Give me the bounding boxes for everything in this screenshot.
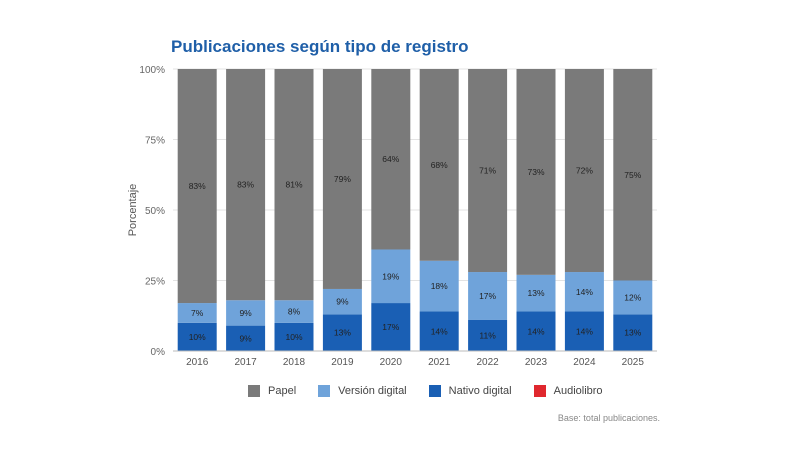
data-label: 81% [285,180,302,190]
data-label: 17% [479,291,496,301]
data-label: 83% [189,181,206,191]
legend-swatch [533,385,546,397]
bar-segment-versi-n-digital-2016 [177,303,217,323]
data-label: 9% [336,297,349,307]
bar-segment-papel-2016 [177,69,217,304]
data-label: 75% [624,170,641,180]
y-tick-label: 50% [145,206,165,217]
bar-segment-versi-n-digital-2021 [419,260,459,312]
data-label: 17% [382,322,399,332]
bar-segment-papel-2018 [274,69,314,301]
y-tick-label: 0% [151,347,166,358]
bar-segment-papel-2024 [564,69,604,273]
bar-segment-papel-2025 [613,69,653,281]
bar-segment-versi-n-digital-2020 [371,249,411,304]
bar-segment-nativo-digital-2016 [177,322,217,351]
bar-segment-papel-2020 [371,69,411,250]
bar-segment-papel-2021 [419,69,459,261]
x-tick-label: 2018 [283,357,306,368]
y-tick-label: 75% [145,136,165,147]
source-note: Base: total publicaciones. [557,413,660,423]
data-label: 10% [189,332,206,342]
data-label: 14% [576,326,593,336]
legend-item: Nativo digital [428,385,512,397]
bar-segment-papel-2023 [516,69,556,275]
data-label: 8% [288,307,301,317]
data-label: 19% [382,271,399,281]
bar-segment-versi-n-digital-2018 [274,300,314,323]
data-label: 73% [527,167,544,177]
data-label: 71% [479,166,496,176]
chart-title: Publicaciones según tipo de registro [171,37,469,56]
bar-segment-versi-n-digital-2023 [516,274,556,312]
x-tick-label: 2019 [331,357,354,368]
bar-segment-versi-n-digital-2024 [564,272,604,312]
legend-swatch [318,385,331,397]
y-axis-label: Porcentaje [127,184,139,237]
legend-swatch [428,385,441,397]
x-tick-label: 2023 [525,357,548,368]
legend-item: Versión digital [318,385,407,397]
bar-segment-papel-2019 [322,69,362,289]
data-label: 64% [382,154,399,164]
bar-segment-versi-n-digital-2019 [322,288,362,315]
data-label: 83% [237,180,254,190]
x-tick-label: 2017 [234,357,257,368]
data-label: 13% [624,328,641,338]
bar-segment-nativo-digital-2025 [613,314,653,351]
data-label: 9% [239,308,252,318]
data-label: 13% [527,288,544,298]
y-tick-label: 25% [145,277,165,288]
bar-segment-versi-n-digital-2025 [613,280,653,315]
axes: 0% 25% 50% 75% 100% 2016 2017 2018 2019 2020 2021 2… [139,65,657,368]
y-tick-label: 100% [139,65,165,76]
legend-label: Papel [268,385,297,397]
x-tick-label: 2016 [186,357,209,368]
bar-segment-nativo-digital-2017 [226,325,266,351]
bar-segment-nativo-digital-2021 [419,311,459,351]
legend-swatch [248,385,260,397]
data-label: 11% [479,330,496,340]
bar-segment-nativo-digital-2022 [468,319,508,351]
data-label: 12% [624,292,641,302]
legend: Papel Versión digital Nativo digital Audiol… [248,385,603,397]
bar-segment-nativo-digital-2024 [564,311,604,351]
legend-item: Papel [248,385,296,397]
bar-segment-versi-n-digital-2017 [226,300,266,326]
legend-item: Audiolibro [533,385,603,397]
data-label: 18% [431,281,448,291]
data-label: 14% [431,326,448,336]
bar-segment-versi-n-digital-2022 [468,272,508,320]
data-label: 68% [431,160,448,170]
legend-label: Audiolibro [553,385,603,397]
bar-segment-nativo-digital-2018 [274,322,314,351]
bar-segment-nativo-digital-2019 [322,314,362,351]
data-label: 72% [576,166,593,176]
data-label: 14% [576,287,593,297]
data-label: 13% [334,328,351,338]
legend-label: Nativo digital [448,385,512,397]
bar-segment-nativo-digital-2020 [371,303,411,351]
bars: 10% 7% 83% 9% 9% 83% 10% 8% 81% 13% 9% 79% 17% 19% 64%… [177,69,653,351]
bar-segment-papel-2022 [468,69,508,273]
x-tick-label: 2022 [476,357,499,368]
data-label: 7% [191,308,204,318]
legend-label: Versión digital [338,385,407,397]
data-label: 79% [334,174,351,184]
x-tick-label: 2024 [573,357,596,368]
x-tick-label: 2020 [380,357,403,368]
bar-segment-papel-2017 [226,69,266,301]
data-label: 10% [285,332,302,342]
x-tick-label: 2021 [428,357,451,368]
bar-segment-nativo-digital-2023 [516,311,556,351]
x-tick-label: 2025 [622,357,645,368]
data-label: 9% [239,333,252,343]
data-label: 14% [527,326,544,336]
